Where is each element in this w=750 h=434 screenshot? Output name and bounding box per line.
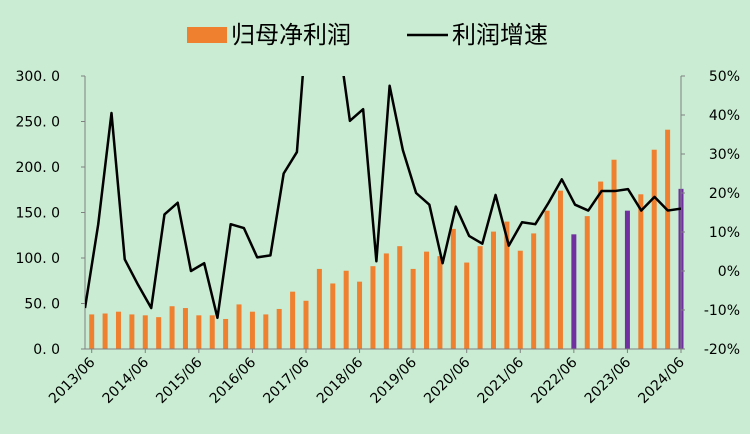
bar — [169, 306, 175, 349]
bar — [490, 231, 496, 349]
bar — [424, 251, 430, 349]
right-axis-ticks: -20% -10% 0% 10% 20% 30% 40% 50% — [681, 69, 740, 358]
bar — [249, 311, 255, 349]
bar — [544, 210, 550, 349]
bar — [611, 159, 617, 349]
x-tick-label: 2015/06 — [153, 354, 206, 407]
growth-line — [85, 76, 681, 320]
x-tick-label: 2021/06 — [475, 354, 528, 407]
x-tick-label: 2019/06 — [368, 354, 421, 407]
right-tick-label: 0% — [718, 264, 740, 280]
legend-line-label: 利润增速 — [452, 21, 548, 49]
bar — [651, 149, 657, 349]
left-tick-label: 50. 0 — [24, 297, 60, 313]
bar — [276, 308, 282, 349]
left-tick-label: 200. 0 — [15, 160, 60, 176]
x-tick-label: 2020/06 — [421, 354, 474, 407]
x-tick-label: 2016/06 — [207, 354, 260, 407]
bar — [624, 210, 630, 349]
right-tick-label: 30% — [709, 147, 740, 163]
bar — [263, 314, 269, 349]
bar — [504, 221, 510, 349]
bar — [410, 268, 416, 349]
bar — [223, 318, 229, 349]
bar — [142, 315, 148, 349]
bar — [89, 314, 95, 349]
bar — [598, 181, 604, 349]
right-tick-label: 50% — [709, 69, 740, 85]
right-tick-label: 20% — [709, 186, 740, 202]
bar — [182, 308, 188, 349]
left-axis-ticks: 0. 0 50. 0 100. 0 150. 0 200. 0 250. 0 300. 0 — [15, 69, 85, 358]
x-tick-label: 2023/06 — [582, 354, 635, 407]
bar — [102, 313, 108, 349]
bar — [517, 250, 523, 349]
bar — [557, 190, 563, 349]
bar — [464, 262, 470, 349]
x-tick-label: 2017/06 — [260, 354, 313, 407]
x-tick-label: 2014/06 — [100, 354, 153, 407]
bar — [343, 270, 349, 349]
bar — [397, 246, 403, 349]
legend-bar-label: 归母净利润 — [231, 21, 351, 49]
bar — [316, 268, 322, 349]
bar-series — [89, 129, 684, 349]
bar — [357, 281, 363, 349]
bar — [115, 311, 121, 349]
bar — [303, 300, 309, 349]
x-tick-label: 2024/06 — [635, 354, 688, 407]
legend: 归母净利润 利润增速 — [187, 21, 548, 49]
x-tick-label: 2013/06 — [46, 354, 99, 407]
bar — [450, 228, 456, 349]
bar — [196, 315, 202, 349]
bar — [584, 216, 590, 349]
bar — [236, 304, 242, 349]
right-tick-label: 40% — [709, 108, 740, 124]
right-tick-label: -10% — [704, 303, 740, 319]
bar — [156, 317, 162, 349]
bar — [571, 234, 577, 349]
x-tick-label: 2022/06 — [528, 354, 581, 407]
bar — [129, 314, 135, 349]
left-tick-label: 300. 0 — [15, 69, 60, 85]
left-tick-label: 150. 0 — [15, 206, 60, 222]
bar — [209, 315, 215, 349]
bar — [531, 233, 537, 349]
bar — [383, 253, 389, 349]
left-tick-label: 250. 0 — [15, 115, 60, 131]
bar — [370, 266, 376, 349]
x-tick-label: 2018/06 — [314, 354, 367, 407]
bar — [665, 129, 671, 349]
bar — [477, 246, 483, 349]
bar — [330, 283, 336, 349]
line-series — [85, 76, 681, 320]
bar — [290, 291, 296, 349]
bar — [638, 194, 644, 349]
legend-bar-swatch — [187, 27, 227, 43]
left-tick-label: 0. 0 — [33, 342, 60, 358]
right-tick-label: -20% — [704, 342, 740, 358]
x-axis-ticks: 2013/06 2014/06 2015/06 2016/06 2017/06 2018/… — [46, 349, 688, 407]
right-tick-label: 10% — [709, 225, 740, 241]
left-tick-label: 100. 0 — [15, 251, 60, 267]
bar — [437, 256, 443, 349]
